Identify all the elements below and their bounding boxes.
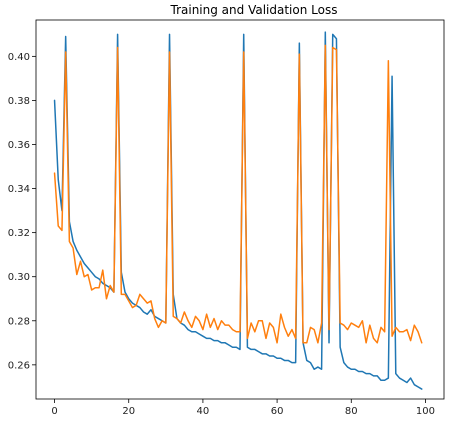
x-tick-label: 20 [122, 406, 135, 417]
x-tick-label: 100 [416, 406, 435, 417]
x-tick-label: 40 [197, 406, 210, 417]
plot-area: 0 20 40 60 80 100 0.26 0.28 0.30 0.32 0.34 0.36 0.38… [8, 19, 445, 417]
y-tick-label: 0.26 [8, 360, 30, 371]
x-tick-label: 80 [345, 406, 358, 417]
x-tick-label: 60 [271, 406, 284, 417]
y-tick-label: 0.40 [8, 52, 30, 63]
axes-frame [35, 19, 445, 400]
x-tick-label: 0 [51, 406, 57, 417]
y-tick-label: 0.34 [8, 184, 30, 195]
series-line-2 [53, 44, 423, 344]
y-tick-label: 0.30 [8, 272, 30, 283]
y-tick-label: 0.38 [8, 96, 30, 107]
y-tick-label: 0.32 [8, 228, 30, 239]
y-tick-label: 0.36 [8, 140, 30, 151]
chart-title: Training and Validation Loss [170, 3, 338, 17]
y-tick-label: 0.28 [8, 316, 30, 327]
